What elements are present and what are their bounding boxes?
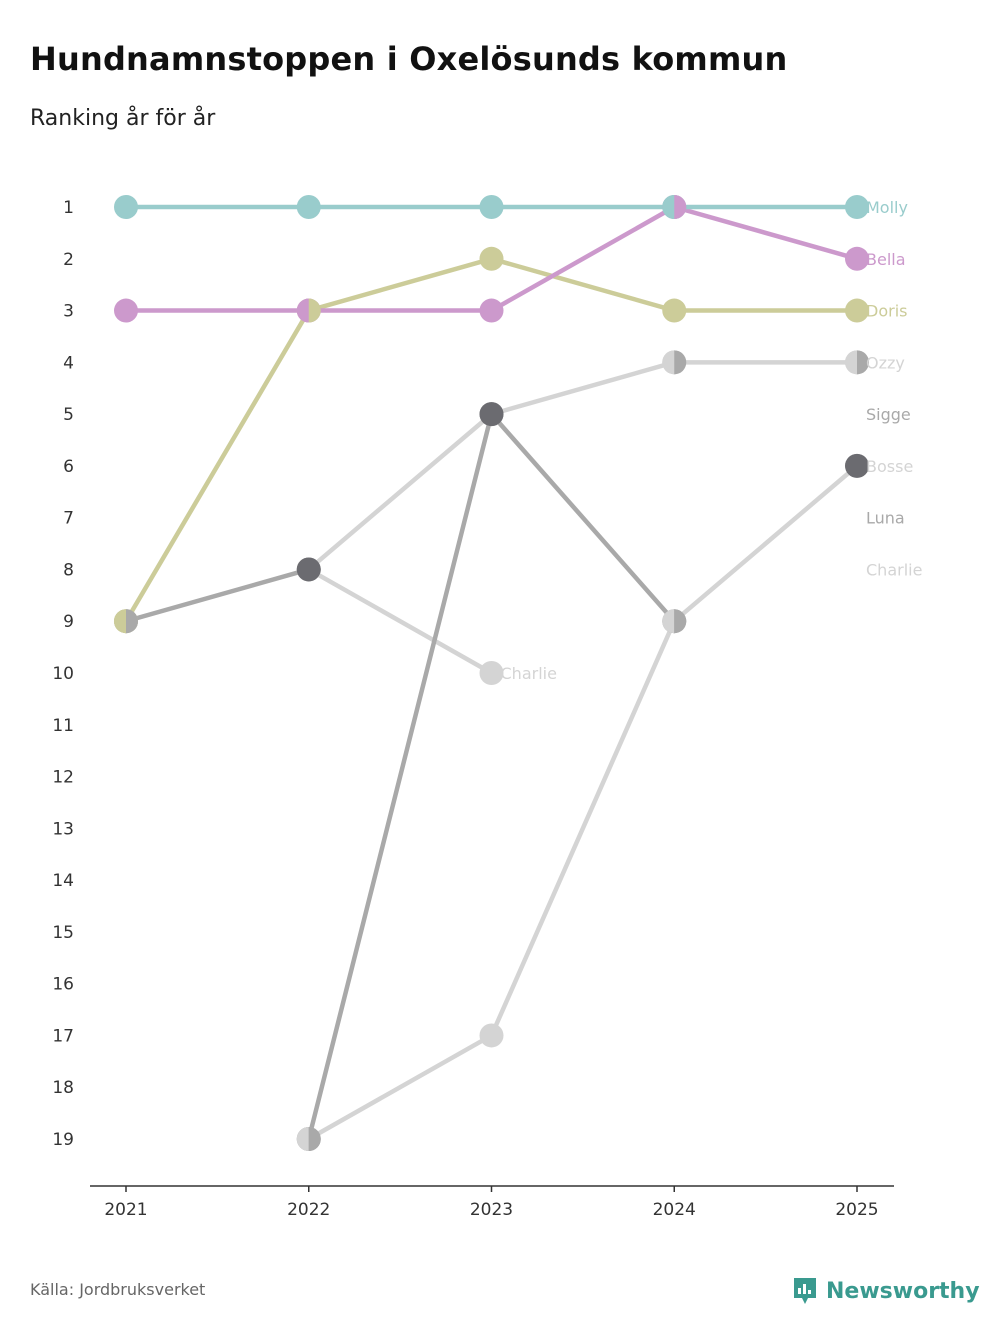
- series-line-segment: [123, 567, 311, 624]
- data-point-highlight: [845, 453, 869, 478]
- y-tick-label: 19: [52, 1130, 74, 1150]
- data-point: [114, 195, 138, 219]
- chart-subtitle: Ranking år för år: [30, 106, 216, 131]
- data-point-split-left: [662, 195, 675, 219]
- data-point: [479, 246, 504, 271]
- series-label: Doris: [866, 302, 907, 321]
- data-point-split-left: [845, 350, 857, 375]
- series-label: Charlie: [866, 560, 922, 579]
- data-point-split-left: [662, 609, 675, 634]
- data-point: [296, 195, 321, 219]
- x-tick-label: 2023: [470, 1200, 513, 1220]
- y-tick-label: 11: [52, 716, 74, 736]
- series-label: Bella: [866, 250, 906, 269]
- data-point-highlight: [479, 402, 504, 427]
- y-tick-label: 5: [63, 405, 74, 425]
- series-lines: [123, 204, 860, 1142]
- series-line-segment: [306, 411, 494, 1142]
- x-tick-label: 2024: [653, 1200, 696, 1220]
- y-tick-label: 13: [52, 819, 74, 839]
- data-point: [479, 661, 504, 685]
- series-line-segment: [306, 411, 494, 572]
- brand-logo: Newsworthy: [792, 1276, 980, 1306]
- x-tick-label: 2025: [835, 1200, 878, 1220]
- y-tick-label: 12: [52, 768, 74, 788]
- series-line-segment: [489, 618, 677, 1038]
- newsworthy-logo-icon: [794, 1278, 816, 1304]
- series-line-segment: [306, 256, 494, 313]
- y-tick-label: 9: [63, 612, 74, 632]
- data-point-split-left: [662, 350, 675, 375]
- data-point: [845, 195, 869, 219]
- data-point: [845, 298, 869, 323]
- data-point: [479, 195, 504, 219]
- data-point-split-right: [857, 350, 870, 375]
- brand-name: Newsworthy: [826, 1278, 980, 1304]
- data-point-split-right: [308, 1127, 321, 1151]
- series-label: Molly: [866, 198, 908, 217]
- series-line-segment: [489, 204, 677, 313]
- data-point: [479, 298, 504, 323]
- y-tick-label: 1: [63, 198, 74, 218]
- data-point: [479, 1023, 504, 1048]
- series-label: Bosse: [866, 457, 913, 476]
- data-point-highlight: [296, 557, 321, 582]
- data-point-split-left: [296, 1127, 309, 1151]
- chart-title: Hundnamnstoppen i Oxelösunds kommun: [30, 40, 788, 78]
- y-tick-label: 17: [52, 1026, 74, 1046]
- source-note: Källa: Jordbruksverket: [30, 1280, 206, 1299]
- series-line-segment: [306, 567, 494, 676]
- series-label: Luna: [866, 509, 905, 528]
- series-line-segment: [672, 463, 860, 624]
- y-tick-label: 8: [63, 560, 74, 580]
- y-tick-label: 16: [52, 975, 74, 995]
- y-tick-label: 2: [63, 250, 74, 270]
- x-axis: 2021 2022 2023 2024 2025: [90, 1185, 894, 1220]
- y-tick-label: 18: [52, 1078, 74, 1098]
- data-point-split-right: [674, 609, 687, 634]
- series-labels: Charlie Bosse Ozzy Luna Sigge Charlie Doris Bel…: [501, 198, 923, 683]
- series-line-segment: [489, 360, 677, 417]
- data-point: [662, 298, 687, 323]
- series-label: Charlie: [501, 664, 557, 683]
- series-line-segment: [489, 411, 677, 624]
- data-point-split-left: [296, 298, 309, 323]
- data-point: [845, 246, 869, 271]
- y-tick-label: 6: [63, 457, 74, 477]
- y-tick-label: 10: [52, 664, 74, 684]
- y-tick-label: 4: [63, 353, 74, 373]
- x-tick-label: 2022: [287, 1200, 330, 1220]
- data-point: [114, 298, 138, 323]
- y-tick-label: 14: [52, 871, 74, 891]
- series-line-segment: [123, 308, 311, 624]
- data-point-split-right: [126, 609, 138, 634]
- x-tick-label: 2021: [104, 1200, 147, 1220]
- data-point-split-right: [674, 350, 687, 375]
- y-tick-label: 15: [52, 923, 74, 943]
- data-point-split-right: [308, 298, 321, 323]
- data-point-split-left: [114, 609, 126, 634]
- series-dots: [114, 195, 870, 1151]
- series-line-segment: [672, 204, 860, 262]
- series-label: Ozzy: [866, 353, 905, 372]
- series-line-segment: [489, 256, 677, 313]
- y-tick-label: 7: [63, 509, 74, 529]
- data-point-split-right: [674, 195, 687, 219]
- series-line-segment: [306, 1033, 494, 1142]
- series-label: Sigge: [866, 405, 911, 424]
- y-tick-label: 3: [63, 302, 74, 322]
